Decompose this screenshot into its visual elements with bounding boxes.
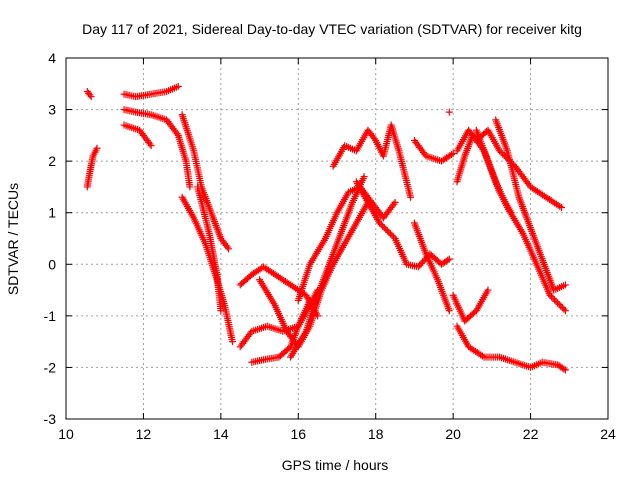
- x-tick-label: 10: [58, 426, 74, 442]
- data-point: [380, 224, 388, 232]
- data-point: [554, 299, 562, 307]
- x-tick-label: 16: [290, 426, 306, 442]
- data-point: [447, 151, 455, 159]
- data-point: [382, 225, 390, 233]
- data-point: [499, 150, 507, 158]
- data-point: [146, 140, 154, 148]
- data-point: [390, 200, 398, 208]
- data-point: [377, 221, 385, 229]
- data-point: [551, 296, 559, 304]
- y-tick-label: 3: [48, 102, 56, 118]
- data-point: [552, 297, 560, 305]
- series-track-s: [445, 108, 453, 116]
- series-track-b: [83, 88, 95, 101]
- series-track-y: [472, 126, 515, 217]
- data-point: [478, 352, 486, 360]
- series-track-a: [83, 144, 101, 191]
- data-point: [484, 286, 492, 294]
- data-point: [93, 144, 101, 152]
- series-track-c: [120, 82, 182, 101]
- data-point: [306, 296, 314, 304]
- data-point: [507, 209, 515, 217]
- chart-title: Day 117 of 2021, Sidereal Day-to-day VTE…: [82, 21, 582, 37]
- y-axis-label: SDTVAR / TECUs: [5, 183, 21, 295]
- data-point: [173, 130, 181, 138]
- y-tick-label: -3: [44, 411, 57, 427]
- data-point: [556, 202, 564, 210]
- series-track-h: [194, 183, 225, 315]
- series-track-f: [178, 111, 233, 253]
- series-track-r: [410, 137, 457, 165]
- data-point: [549, 294, 557, 302]
- data-point: [445, 108, 453, 116]
- y-tick-label: 4: [48, 50, 56, 66]
- series-track-x: [492, 116, 569, 294]
- data-point: [225, 245, 233, 253]
- series-track-n: [294, 183, 399, 304]
- series-track-d: [120, 106, 194, 191]
- y-tick-label: -2: [44, 359, 57, 375]
- data-point: [547, 293, 555, 301]
- data-point: [445, 307, 453, 315]
- data-point: [86, 91, 94, 99]
- data-point: [217, 307, 225, 315]
- data-point: [560, 365, 568, 373]
- data-point: [174, 82, 182, 90]
- series-track-e: [120, 121, 155, 150]
- plot-frame: [65, 57, 609, 420]
- data-point: [87, 93, 95, 101]
- data-point: [497, 148, 505, 156]
- data-point: [561, 366, 569, 374]
- data-point: [390, 233, 398, 241]
- data-point: [558, 204, 566, 212]
- data-point: [228, 338, 236, 346]
- series-track-m: [287, 173, 368, 361]
- data-point: [385, 228, 393, 236]
- data-point: [546, 291, 554, 299]
- x-tick-label: 22: [523, 426, 539, 442]
- data-point: [561, 307, 569, 315]
- data-point: [391, 198, 399, 206]
- x-tick-label: 14: [213, 426, 229, 442]
- data-point: [496, 147, 504, 155]
- data-point: [223, 243, 231, 251]
- series-track-t: [449, 286, 492, 325]
- data-point: [360, 173, 368, 181]
- data-point: [444, 256, 452, 264]
- x-tick-label: 24: [600, 426, 616, 442]
- series-track-o: [329, 121, 415, 201]
- data-point: [407, 193, 415, 201]
- data-point: [370, 135, 378, 143]
- x-tick-label: 20: [445, 426, 461, 442]
- x-tick-label: 18: [368, 426, 384, 442]
- data-point: [386, 230, 394, 238]
- data-point: [147, 142, 155, 150]
- data-point: [561, 281, 569, 289]
- grid-lines: [66, 58, 608, 419]
- series-track-q: [410, 219, 453, 315]
- x-tick-label: 12: [136, 426, 152, 442]
- data-point: [449, 149, 457, 157]
- data-points: [83, 82, 569, 374]
- data-point: [555, 301, 563, 309]
- data-point: [186, 183, 194, 191]
- series-track-u: [453, 322, 569, 374]
- y-tick-label: 0: [48, 256, 56, 272]
- y-tick-label: -1: [44, 308, 57, 324]
- data-point: [388, 231, 396, 239]
- data-point: [558, 304, 566, 312]
- data-point: [445, 255, 453, 263]
- data-point: [383, 227, 391, 235]
- y-tick-label: 1: [48, 205, 56, 221]
- data-point: [376, 219, 384, 227]
- series-track-p: [352, 178, 453, 271]
- data-point: [557, 302, 565, 310]
- x-axis-label: GPS time / hours: [282, 457, 389, 473]
- data-point: [379, 222, 387, 230]
- data-point: [560, 305, 568, 313]
- y-tick-label: 2: [48, 153, 56, 169]
